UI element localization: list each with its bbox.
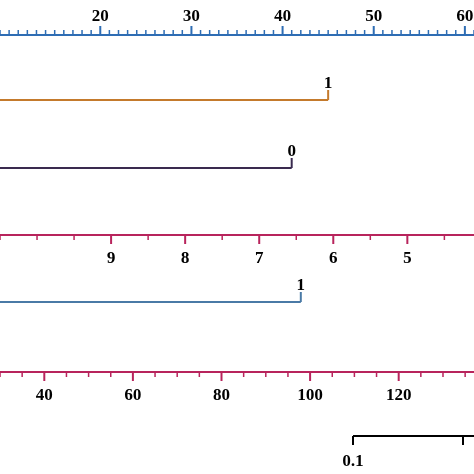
variable-5-tick-label: 40	[36, 385, 53, 404]
variable-5-tick-label: 80	[213, 385, 230, 404]
variable-5-tick-label: 100	[297, 385, 323, 404]
variable-4-end-label: 1	[297, 275, 306, 294]
points-tick-label: 40	[274, 6, 291, 25]
variable-1-end-label: 1	[324, 73, 333, 92]
variable-6-start-label: 0.1	[342, 451, 363, 470]
variable-5-tick-label: 120	[386, 385, 412, 404]
points-tick-label: 30	[183, 6, 200, 25]
variable-3-tick-label: 6	[329, 248, 338, 267]
variable-3-tick-label: 9	[107, 248, 116, 267]
variable-3-tick-label: 5	[403, 248, 412, 267]
points-tick-label: 20	[92, 6, 109, 25]
variable-3-tick-label: 8	[181, 248, 190, 267]
variable-3-tick-label: 7	[255, 248, 264, 267]
points-tick-label: 60	[456, 6, 473, 25]
variable-5-tick-label: 60	[124, 385, 141, 404]
points-tick-label: 50	[365, 6, 382, 25]
variable-2-end-label: 0	[287, 141, 296, 160]
